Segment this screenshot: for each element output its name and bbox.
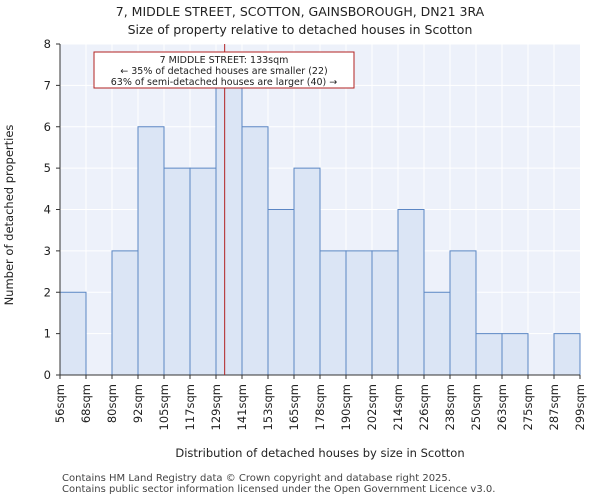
- x-tick-label: 178sqm: [313, 384, 327, 430]
- x-tick-label: 250sqm: [469, 384, 483, 430]
- y-tick-label: 6: [44, 120, 51, 134]
- histogram-bar: [553, 333, 581, 376]
- y-tick-label: 7: [44, 78, 51, 92]
- x-tick-label: 92sqm: [131, 384, 145, 423]
- histogram-bar: [371, 250, 399, 376]
- footer-line-1: Contains HM Land Registry data © Crown c…: [62, 473, 451, 484]
- histogram-bar: [59, 291, 87, 376]
- annotation-line-2: ← 35% of detached houses are smaller (22…: [120, 66, 327, 77]
- x-tick-label: 129sqm: [209, 384, 223, 430]
- histogram-bar: [345, 250, 373, 376]
- y-tick-label: 8: [44, 37, 51, 51]
- histogram-bar: [293, 167, 321, 376]
- histogram-bar: [163, 167, 191, 376]
- x-tick-label: 226sqm: [417, 384, 431, 430]
- x-tick-label: 80sqm: [105, 384, 119, 423]
- x-tick-label: 105sqm: [157, 384, 171, 430]
- histogram-bar: [319, 250, 347, 376]
- x-tick-label: 190sqm: [339, 384, 353, 430]
- x-tick-label: 153sqm: [261, 384, 275, 430]
- histogram-bar: [397, 209, 425, 376]
- x-tick-label: 263sqm: [495, 384, 509, 430]
- chart-subtitle: Size of property relative to detached ho…: [127, 22, 473, 37]
- y-tick-label: 1: [44, 327, 51, 341]
- x-tick-label: 238sqm: [443, 384, 457, 430]
- x-tick-label: 56sqm: [53, 384, 67, 423]
- histogram-bar: [475, 333, 503, 376]
- x-tick-label: 165sqm: [287, 384, 301, 430]
- histogram-bar: [423, 291, 451, 376]
- y-tick-label: 3: [44, 244, 51, 258]
- histogram-bar: [449, 250, 477, 376]
- footer-line-2: Contains public sector information licen…: [62, 484, 496, 495]
- histogram-bar: [111, 250, 139, 376]
- histogram-bar: [267, 209, 295, 376]
- histogram-bar: [241, 126, 269, 376]
- chart-title: 7, MIDDLE STREET, SCOTTON, GAINSBOROUGH,…: [115, 4, 485, 19]
- x-tick-label: 68sqm: [79, 384, 93, 423]
- x-tick-label: 275sqm: [521, 384, 535, 430]
- histogram-bar: [189, 167, 217, 376]
- x-tick-label: 299sqm: [573, 384, 587, 430]
- x-tick-label: 117sqm: [183, 384, 197, 430]
- y-tick-label: 2: [44, 285, 51, 299]
- x-tick-label: 141sqm: [235, 384, 249, 430]
- y-tick-label: 0: [44, 368, 51, 382]
- annotation-line-1: 7 MIDDLE STREET: 133sqm: [160, 55, 289, 66]
- histogram-bar: [215, 84, 243, 376]
- footer-attribution: Contains HM Land Registry data © Crown c…: [62, 473, 495, 495]
- chart-title-block: 7, MIDDLE STREET, SCOTTON, GAINSBOROUGH,…: [0, 3, 600, 39]
- annotation-box: [93, 51, 355, 89]
- x-tick-label: 214sqm: [391, 384, 405, 430]
- y-axis-label: Number of detached properties: [2, 125, 16, 306]
- x-tick-label: 202sqm: [365, 384, 379, 430]
- histogram-bar: [137, 126, 165, 376]
- histogram-bar: [501, 333, 529, 376]
- x-axis-label: Distribution of detached houses by size …: [175, 446, 464, 460]
- annotation-line-3: 63% of semi-detached houses are larger (…: [111, 77, 338, 88]
- x-tick-label: 287sqm: [547, 384, 561, 430]
- y-tick-label: 5: [44, 161, 51, 175]
- y-tick-label: 4: [44, 203, 51, 217]
